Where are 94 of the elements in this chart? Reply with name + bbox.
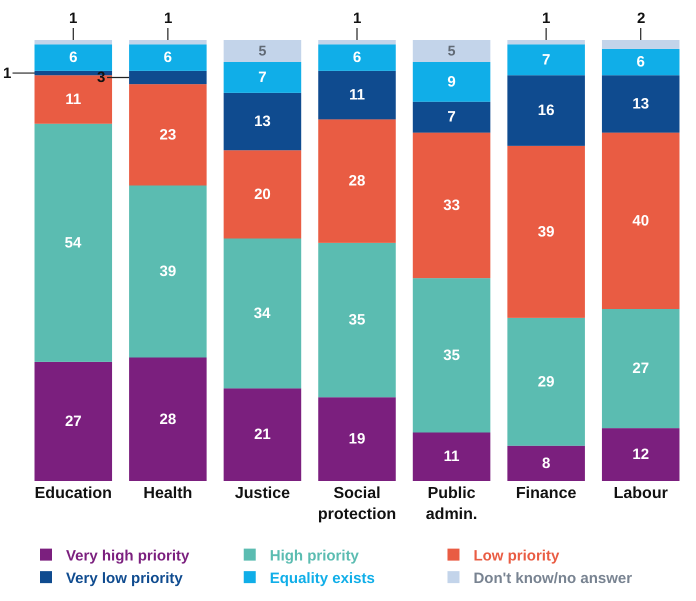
data-label: 1 (3, 65, 12, 82)
bar (412, 62, 490, 102)
data-label: 27 (64, 412, 82, 430)
data-label: 27 (632, 360, 650, 378)
data-label: 7 (542, 51, 550, 68)
bar (318, 40, 396, 44)
data-label: 13 (632, 95, 650, 112)
data-label: 1 (542, 10, 550, 27)
bar (412, 432, 490, 481)
x-tick-label: Justice (234, 485, 290, 502)
data-label: 28 (160, 410, 176, 428)
data-label: 13 (254, 113, 271, 130)
bar (34, 44, 112, 71)
data-label: 40 (632, 212, 650, 230)
data-label: 1 (164, 10, 172, 27)
bar (318, 119, 396, 243)
data-label: 1 (353, 10, 362, 27)
data-label: 39 (538, 223, 554, 240)
data-label: 39 (160, 263, 176, 280)
bar (602, 40, 680, 49)
data-label: 6 (69, 49, 78, 66)
bar (224, 150, 302, 238)
bar (318, 70, 396, 120)
legend-label: High priority (270, 547, 360, 564)
x-tick-label: Health (143, 485, 192, 502)
data-label: 11 (65, 91, 82, 108)
data-label: 33 (443, 196, 460, 214)
data-label: 6 (352, 49, 362, 66)
bar (224, 388, 302, 481)
bar (318, 397, 396, 481)
bar (224, 40, 302, 62)
bar (602, 75, 680, 133)
bar (34, 124, 112, 362)
legend-label: Don't know/no answer (473, 570, 632, 587)
bar (129, 70, 207, 84)
bar (507, 446, 585, 481)
bar (507, 75, 585, 146)
legend-label: Very high priority (66, 547, 190, 564)
data-label: 5 (448, 43, 456, 60)
data-label: 29 (538, 373, 554, 390)
x-tick-label: Social protection (318, 485, 396, 523)
data-label: 6 (636, 54, 645, 71)
bar (129, 358, 207, 481)
x-tick-label: Finance (516, 485, 576, 502)
bar (602, 48, 680, 76)
bar (318, 44, 396, 71)
bar (602, 309, 680, 428)
x-tick-label: Education (34, 485, 112, 502)
x-tick-label: Labour (614, 485, 668, 502)
bar (412, 102, 490, 133)
bar (602, 132, 680, 310)
bar (507, 40, 585, 44)
data-label: 21 (254, 426, 271, 444)
data-label: 9 (447, 73, 456, 90)
bar (34, 362, 112, 481)
bar (507, 44, 585, 76)
bar (412, 132, 490, 278)
data-label: 6 (164, 49, 172, 66)
data-label: 54 (64, 234, 82, 252)
data-label: 11 (444, 448, 460, 466)
data-label: 20 (254, 186, 271, 203)
bar (129, 40, 207, 44)
data-label: 12 (632, 446, 650, 464)
bar (34, 40, 112, 44)
legend-label: Equality exists (270, 570, 375, 587)
data-label: 23 (160, 126, 176, 144)
bar (412, 278, 490, 432)
legend-label: Very low priority (66, 570, 184, 587)
data-label: 11 (349, 86, 365, 104)
data-label: 16 (538, 102, 554, 120)
x-tick-label: Public admin. (426, 485, 478, 523)
bar (602, 428, 680, 481)
bar (412, 40, 490, 62)
data-label: 7 (258, 68, 267, 86)
bar (318, 242, 396, 398)
data-label: 19 (348, 430, 366, 448)
bar (507, 318, 585, 446)
data-label: 28 (348, 172, 366, 190)
data-label: 8 (542, 454, 550, 472)
data-label: 2 (637, 10, 646, 27)
bar (224, 62, 302, 93)
data-label: 7 (447, 108, 456, 126)
bar (129, 186, 207, 358)
data-label: 5 (258, 43, 266, 60)
data-label: 34 (254, 304, 272, 322)
data-label: 1 (69, 10, 78, 27)
data-label: 35 (443, 346, 460, 364)
bar (224, 92, 302, 150)
bar (129, 84, 207, 186)
bar (224, 238, 302, 388)
bar (507, 146, 585, 318)
bar (129, 44, 207, 71)
legend-label: Low priority (473, 547, 560, 564)
data-label: 35 (348, 312, 366, 329)
